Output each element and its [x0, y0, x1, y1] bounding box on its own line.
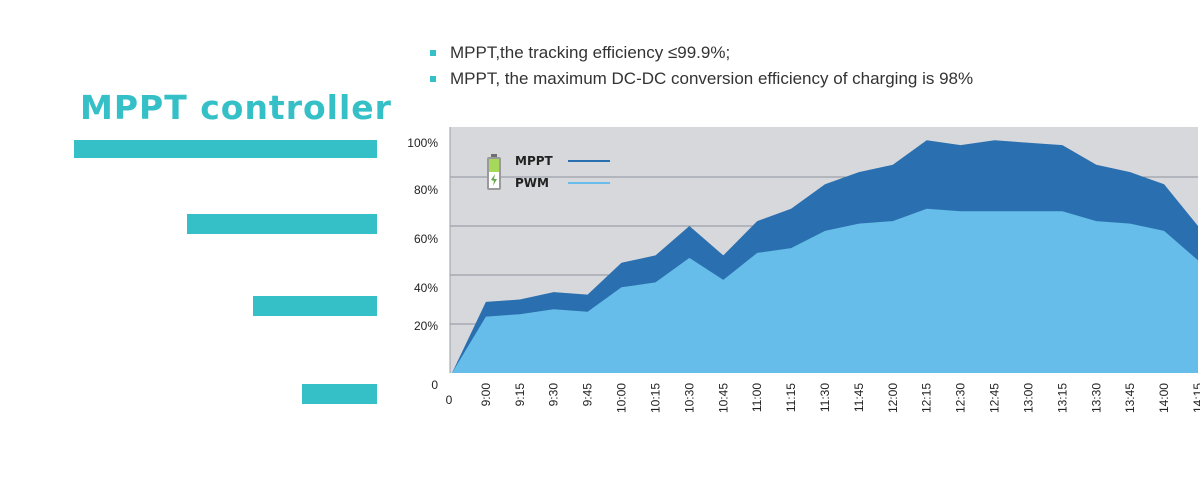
- x-tick-label: 10:00: [615, 383, 629, 413]
- x-tick-label: 11:00: [750, 383, 764, 412]
- x-tick-label: 11:15: [784, 383, 798, 412]
- x-tick-label: 9:30: [547, 383, 561, 407]
- x-tick-label: 11:45: [852, 383, 866, 412]
- decorative-bar: [302, 384, 377, 404]
- x-axis-ticks: 0 9:00 9:15 9:30 9:45 10:00 10:15 10:30 10:45 11:…: [446, 383, 1200, 413]
- x-tick-label: 13:00: [1021, 383, 1035, 413]
- x-tick-label: 13:30: [1089, 383, 1103, 413]
- y-tick-label: 40%: [414, 281, 438, 295]
- x-tick-label: 0: [446, 393, 453, 407]
- feature-item: MPPT,the tracking efficiency ≤99.9%;: [430, 40, 973, 66]
- x-tick-label: 13:45: [1123, 383, 1137, 413]
- battery-icon: [487, 154, 501, 190]
- series-area-pwm: [452, 208, 1198, 373]
- legend-label-pwm: PWM: [515, 176, 549, 190]
- square-bullet-icon: [430, 50, 436, 56]
- x-tick-label: 12:30: [954, 383, 968, 413]
- x-tick-label: 11:30: [818, 383, 832, 412]
- feature-item: MPPT, the maximum DC-DC conversion effic…: [430, 66, 973, 92]
- x-tick-label: 10:30: [682, 383, 696, 413]
- square-bullet-icon: [430, 76, 436, 82]
- x-tick-label: 12:45: [988, 383, 1002, 413]
- x-tick-label: 14:15: [1191, 383, 1200, 413]
- x-tick-label: 12:15: [920, 383, 934, 413]
- decorative-bar: [253, 296, 377, 316]
- y-tick-label: 0: [431, 378, 438, 392]
- x-tick-label: 9:15: [513, 383, 527, 407]
- feature-text: MPPT, the maximum DC-DC conversion effic…: [450, 69, 974, 88]
- x-tick-label: 10:45: [716, 383, 730, 413]
- decorative-bar: [74, 140, 377, 158]
- x-tick-label: 10:15: [648, 383, 662, 413]
- y-tick-label: 20%: [414, 319, 438, 333]
- y-tick-label: 100%: [407, 136, 438, 150]
- x-tick-label: 14:00: [1157, 383, 1171, 413]
- x-tick-label: 12:00: [886, 383, 900, 413]
- feature-text: MPPT,the tracking efficiency ≤99.9%;: [450, 43, 731, 62]
- chart-legend: MPPT PWM: [487, 154, 610, 190]
- y-tick-label: 60%: [414, 232, 438, 246]
- x-tick-label: 9:45: [581, 383, 595, 407]
- y-axis-ticks: 0 20% 40% 60% 80% 100%: [407, 136, 438, 392]
- decorative-bar: [187, 214, 377, 234]
- page-title: MPPT controller: [80, 88, 392, 127]
- y-tick-label: 80%: [414, 183, 438, 197]
- feature-list: MPPT,the tracking efficiency ≤99.9%; MPP…: [430, 40, 973, 92]
- legend-label-mppt: MPPT: [515, 154, 554, 168]
- x-tick-label: 9:00: [479, 383, 493, 407]
- x-tick-label: 13:15: [1055, 383, 1069, 413]
